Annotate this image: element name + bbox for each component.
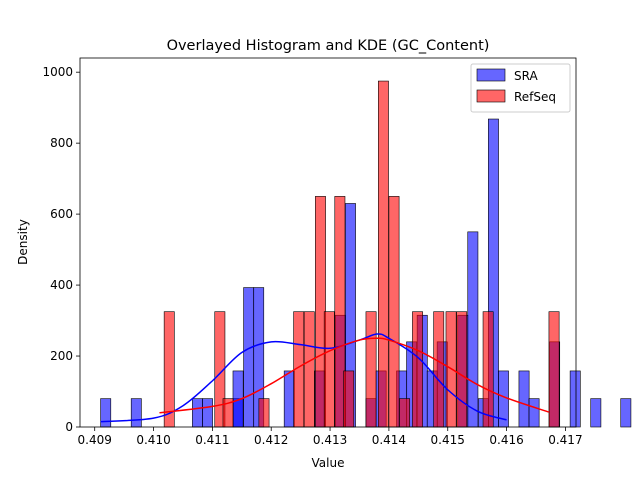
plot-area-frame [79, 57, 577, 428]
y-tick-label: 600 [50, 207, 73, 221]
y-axis-ticks: 0 200 400 600 800 1000 [42, 65, 80, 434]
y-tick-label: 800 [50, 136, 73, 150]
refseq-histogram-bar [258, 398, 270, 428]
x-tick-label: 0.417 [548, 433, 582, 447]
refseq-histogram-bar [303, 311, 315, 428]
sra-kde-line [100, 333, 507, 423]
x-tick-label: 0.412 [254, 433, 288, 447]
legend-label-refseq: RefSeq [514, 90, 556, 104]
legend-swatch-sra [476, 68, 506, 82]
refseq-histogram-bar [456, 311, 468, 428]
y-tick-label: 400 [50, 278, 73, 292]
refseq-histogram-bar [323, 311, 335, 428]
refseq-kde-line [159, 337, 550, 414]
refseq-histogram-bar [378, 80, 389, 428]
chart-title: Overlayed Histogram and KDE (GC_Content) [167, 38, 490, 54]
legend-label-sra: SRA [514, 69, 538, 83]
sra-histogram-bar [243, 287, 255, 428]
sra-histogram-bar [130, 398, 142, 428]
y-axis-label: Density [16, 219, 30, 265]
x-tick-label: 0.411 [195, 433, 229, 447]
sra-histogram-bar [528, 398, 540, 428]
x-tick-label: 0.410 [136, 433, 170, 447]
legend: SRA RefSeq [470, 63, 571, 113]
refseq-histogram-bar [399, 398, 410, 428]
sra-histogram-bar [283, 370, 295, 428]
sra-histogram-bar [192, 398, 203, 428]
x-tick-label: 0.409 [78, 433, 112, 447]
x-tick-label: 0.413 [313, 433, 347, 447]
sra-histogram-bar [569, 370, 581, 428]
y-tick-label: 200 [50, 349, 73, 363]
refseq-histogram-bar [343, 370, 355, 428]
refseq-histogram-bar [548, 311, 560, 428]
refseq-histogram-bar [412, 311, 423, 428]
x-tick-label: 0.416 [489, 433, 523, 447]
sra-histogram-bar [202, 398, 213, 428]
y-tick-label: 1000 [42, 65, 73, 79]
sra-histogram-bar [620, 398, 632, 428]
refseq-histogram-bar [482, 311, 494, 428]
refseq-histogram-bar [365, 311, 377, 428]
x-axis-ticks: 0.409 0.410 0.411 0.412 0.413 0.414 0.415 0.416… [78, 427, 583, 447]
refseq-histogram-bar [163, 311, 175, 428]
x-tick-label: 0.414 [372, 433, 406, 447]
kde-curves [100, 333, 550, 423]
refseq-histogram-bar [388, 196, 400, 428]
sra-histogram-bar [590, 398, 602, 428]
x-axis-label: Value [312, 456, 345, 470]
x-tick-label: 0.415 [431, 433, 465, 447]
sra-histogram-bar [518, 370, 530, 428]
sra-histogram-bar [100, 398, 112, 428]
y-tick-label: 0 [65, 420, 73, 434]
sra-histogram-bar [467, 231, 479, 428]
legend-swatch-refseq [476, 89, 506, 103]
refseq-histogram-bar [433, 311, 445, 428]
